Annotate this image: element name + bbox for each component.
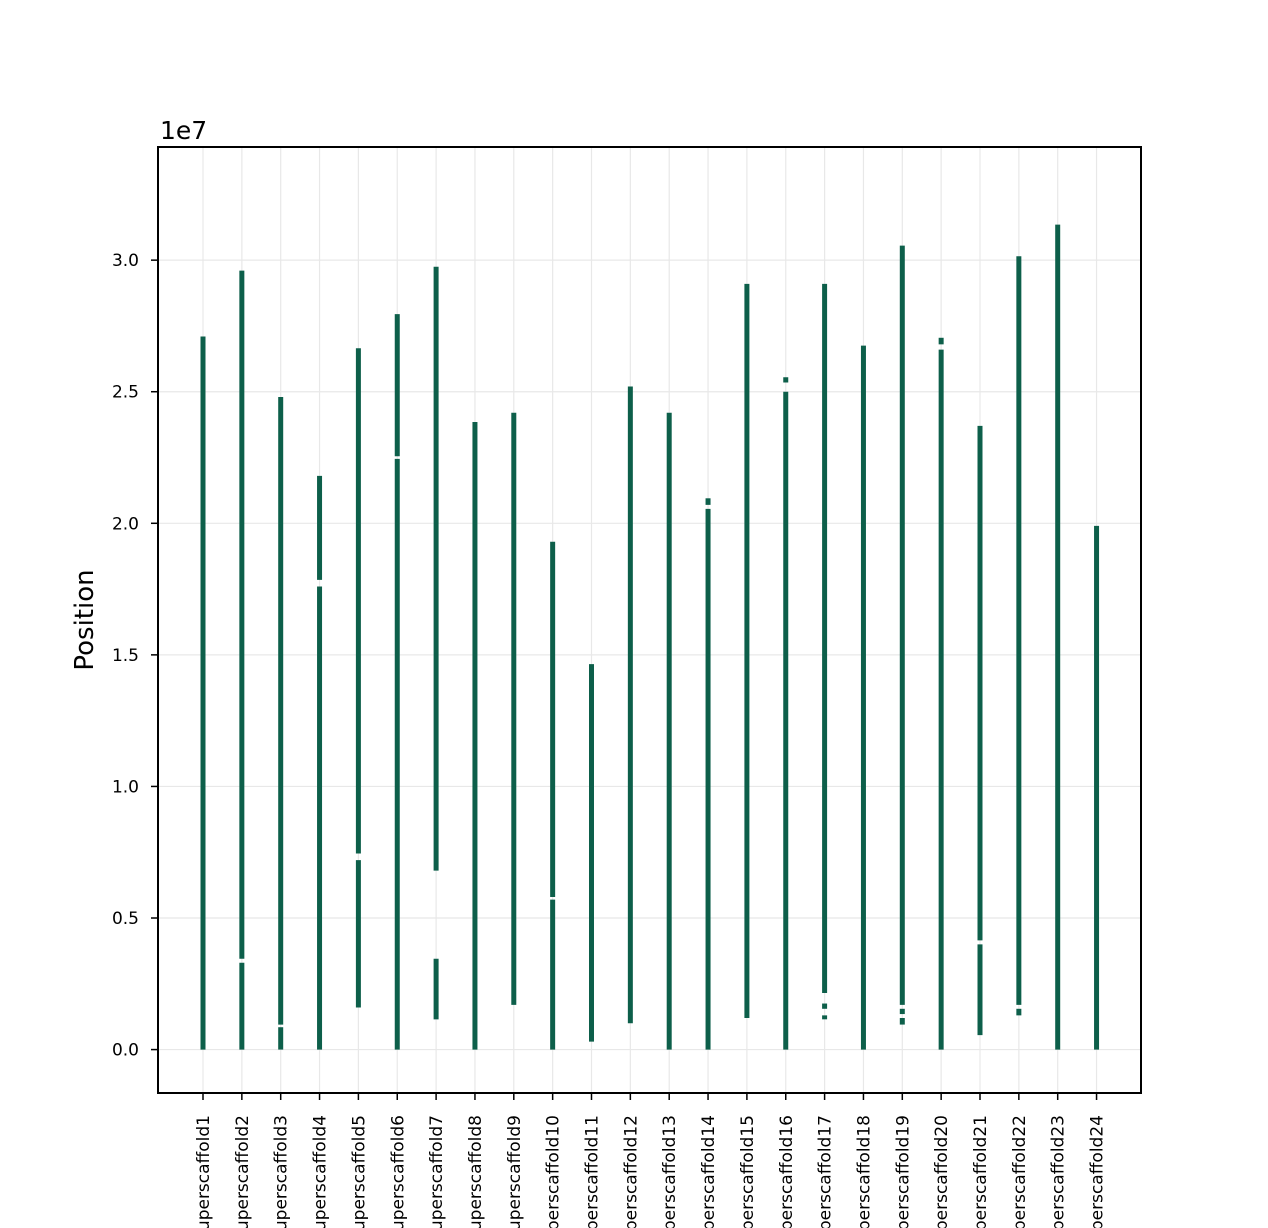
x-tick-label: superscaffold5 — [349, 1115, 369, 1228]
x-tick-label: superscaffold16 — [777, 1115, 797, 1228]
y-tick-label: 2.5 — [112, 383, 139, 403]
plot-frame — [157, 146, 1142, 1094]
x-tick-label: superscaffold11 — [583, 1115, 603, 1228]
x-axis-ticks: superscaffold1 superscaffold2 superscaffol… — [194, 1093, 1108, 1228]
x-tick-label: superscaffold14 — [699, 1115, 719, 1228]
x-tick-label: superscaffold3 — [272, 1115, 292, 1228]
bars — [200, 224, 1100, 1050]
x-tick-label: superscaffold9 — [505, 1115, 525, 1228]
y-tick-label: 1.5 — [112, 646, 139, 666]
x-tick-label: superscaffold15 — [738, 1115, 758, 1228]
x-tick-label: superscaffold17 — [816, 1115, 836, 1228]
x-tick-label: superscaffold8 — [466, 1115, 486, 1228]
y-offset-text: 1e7 — [160, 116, 207, 145]
x-tick-label: superscaffold7 — [427, 1115, 447, 1228]
y-tick-label: 0.0 — [112, 1041, 139, 1061]
x-tick-label: superscaffold20 — [932, 1115, 952, 1228]
y-axis-label: Position — [70, 569, 100, 670]
x-tick-label: superscaffold23 — [1049, 1115, 1069, 1228]
x-tick-label: superscaffold13 — [660, 1115, 680, 1228]
x-tick-label: superscaffold4 — [311, 1115, 331, 1228]
x-tick-label: superscaffold21 — [971, 1115, 991, 1228]
x-tick-label: superscaffold22 — [1010, 1115, 1030, 1228]
x-tick-label: superscaffold1 — [194, 1115, 214, 1228]
x-tick-label: superscaffold2 — [233, 1115, 253, 1228]
x-tick-label: superscaffold6 — [388, 1115, 408, 1228]
y-axis-ticks: 0.0 0.5 1.0 1.5 2.0 2.5 3.0 — [112, 251, 158, 1061]
x-tick-label: superscaffold12 — [621, 1115, 641, 1228]
x-tick-label: superscaffold19 — [893, 1115, 913, 1228]
y-tick-label: 2.0 — [112, 514, 139, 534]
y-tick-label: 3.0 — [112, 251, 139, 271]
y-tick-label: 1.0 — [112, 777, 139, 797]
x-tick-label: superscaffold10 — [544, 1115, 564, 1228]
x-tick-label: superscaffold18 — [854, 1115, 874, 1228]
y-tick-label: 0.5 — [112, 909, 139, 929]
grid-lines — [158, 147, 1141, 1093]
x-tick-label: superscaffold24 — [1088, 1115, 1108, 1228]
